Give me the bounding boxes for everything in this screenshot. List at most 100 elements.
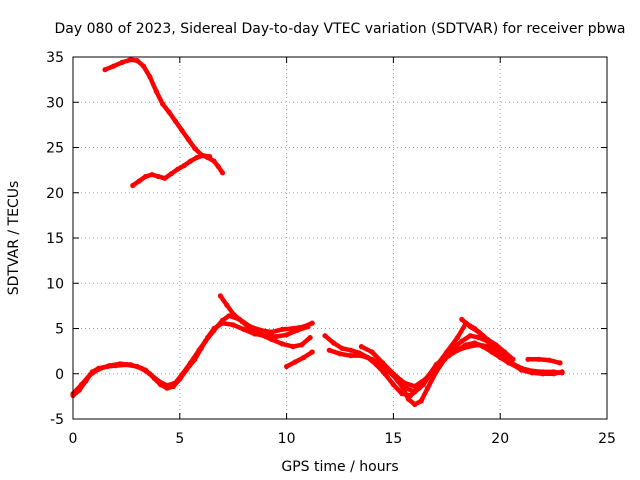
data-point (536, 356, 542, 362)
y-tick-label: 35 (46, 50, 64, 66)
data-point (337, 351, 343, 357)
data-point (290, 344, 296, 350)
series-lower-d (284, 349, 315, 369)
data-point (420, 382, 426, 388)
y-tick-label: 25 (46, 141, 64, 157)
data-point (489, 349, 495, 355)
data-point (136, 178, 142, 184)
data-point (454, 335, 461, 341)
data-point (211, 158, 217, 164)
data-point (467, 324, 473, 330)
data-point (219, 317, 226, 323)
y-tick-labels: -5 0 5 10 15 20 25 30 35 (46, 50, 64, 428)
data-point (540, 371, 546, 377)
x-tick-label: 15 (384, 431, 402, 447)
data-point (437, 360, 443, 366)
data-point (284, 363, 290, 370)
data-point (480, 344, 486, 350)
chart-title: Day 080 of 2023, Sidereal Day-to-day VTE… (54, 21, 625, 37)
data-point (412, 401, 418, 408)
data-point (369, 349, 375, 355)
x-tick-label: 25 (598, 431, 616, 447)
data-point (279, 341, 285, 347)
data-point (467, 333, 473, 339)
data-point (153, 88, 159, 94)
data-point (196, 347, 202, 353)
data-point (143, 173, 149, 180)
data-point (454, 347, 461, 353)
data-point (130, 182, 136, 189)
data-point (192, 145, 198, 151)
data-point (395, 376, 401, 382)
series-upper-arc-2 (130, 153, 212, 188)
data-point (230, 311, 236, 317)
data-point (525, 356, 531, 362)
data-point (181, 163, 187, 169)
data-point (506, 360, 512, 366)
data-point (484, 336, 490, 342)
y-tick-label: 30 (46, 95, 64, 111)
plot-series (70, 57, 565, 408)
data-point (149, 172, 155, 178)
data-point (175, 166, 181, 172)
data-point (269, 329, 275, 335)
data-point (96, 366, 102, 372)
data-point (179, 372, 185, 378)
data-point (463, 342, 469, 348)
data-point (187, 360, 194, 366)
data-point (331, 340, 337, 346)
data-point (87, 372, 93, 378)
x-tick-labels: 0 5 10 15 20 25 (69, 431, 616, 447)
data-point (412, 389, 418, 395)
x-axis-title: GPS time / hours (281, 459, 398, 475)
data-point (497, 354, 503, 361)
data-point (207, 154, 213, 160)
data-point (258, 332, 264, 338)
data-point (418, 398, 424, 404)
y-tick-label: 20 (46, 186, 64, 202)
data-point (290, 325, 296, 332)
data-point (476, 329, 482, 335)
data-point (239, 318, 245, 324)
data-point (514, 363, 520, 370)
data-point (172, 118, 179, 124)
data-point (551, 371, 557, 377)
data-point (111, 63, 117, 69)
data-point (172, 380, 179, 386)
data-point (187, 158, 194, 164)
data-point (155, 378, 161, 384)
data-point (219, 170, 226, 176)
data-point (128, 57, 134, 63)
data-point (390, 371, 396, 377)
series-lower-c (218, 293, 313, 349)
data-point (390, 382, 396, 388)
y-axis-title: SDTVAR / TECUs (6, 181, 22, 296)
y-tick-label: 15 (46, 231, 64, 247)
data-point (501, 349, 508, 355)
data-point (380, 360, 386, 366)
data-point (134, 58, 140, 64)
data-point (472, 340, 478, 346)
data-point (429, 369, 435, 375)
data-point (217, 293, 223, 299)
data-point (292, 359, 298, 365)
data-point (168, 171, 174, 177)
data-point (510, 356, 516, 362)
data-point (284, 332, 290, 338)
data-point (241, 326, 247, 332)
data-point (102, 67, 108, 73)
data-point (200, 153, 206, 159)
data-point (273, 334, 279, 340)
data-point (446, 353, 452, 359)
data-point (348, 347, 354, 353)
data-point (211, 327, 217, 333)
data-point (279, 326, 285, 332)
data-point (269, 336, 275, 342)
data-point (476, 335, 482, 341)
data-point (164, 382, 170, 389)
x-tick-label: 20 (491, 431, 509, 447)
data-point (369, 356, 375, 362)
data-point (160, 101, 166, 107)
y-tick-label: 5 (55, 322, 64, 338)
data-point (299, 342, 305, 348)
